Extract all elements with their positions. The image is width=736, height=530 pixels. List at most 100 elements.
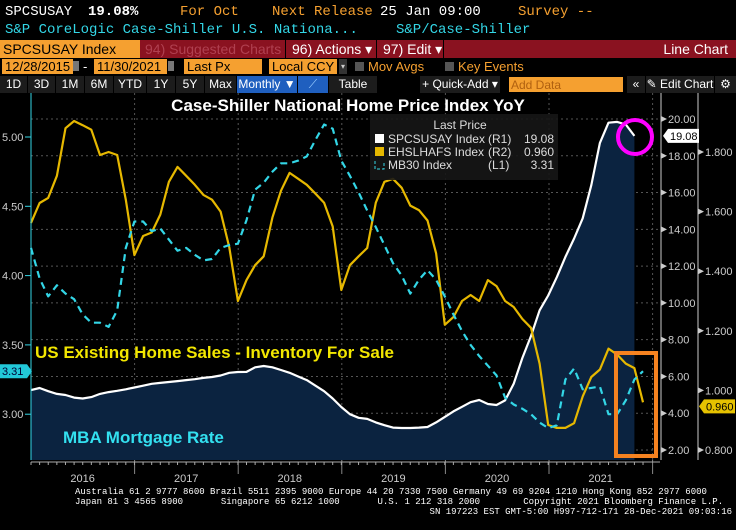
r1-tick-label: 4.00 xyxy=(668,408,689,420)
edit-chart-button[interactable]: ✎ Edit Chart xyxy=(646,76,715,93)
r1-tick xyxy=(661,299,667,306)
collapse-button[interactable]: « xyxy=(627,76,646,93)
frequency-select[interactable]: Monthly ▼ xyxy=(237,76,298,93)
mov-avgs-label: Mov Avgs xyxy=(368,59,425,74)
settings-gear-icon[interactable]: ⚙ xyxy=(715,76,736,93)
r1-tick xyxy=(661,336,667,343)
footer-line3: SN 197223 EST GMT-5:00 H997-712-171 28-D… xyxy=(429,507,732,517)
chevron-down-icon[interactable]: ▾ xyxy=(339,59,347,74)
period-6m-button[interactable]: 6M xyxy=(85,76,114,93)
r1-tick-label: 12.00 xyxy=(668,261,696,273)
r1-tick-label: 2.00 xyxy=(668,445,689,457)
annotation-inventory: US Existing Home Sales - Inventory For S… xyxy=(35,343,394,362)
r1-tick-label: 18.00 xyxy=(668,151,696,163)
source: S&P/Case-Shiller xyxy=(396,22,531,38)
legend-swatch xyxy=(374,161,385,170)
start-date-input[interactable]: 12/28/2015 xyxy=(2,59,73,74)
next-release-value: 25 Jan 09:00 xyxy=(380,4,481,20)
x-tick-label: 2018 xyxy=(278,473,302,485)
left-tick-label: 4.00 xyxy=(2,271,23,283)
legend-swatch xyxy=(375,147,384,156)
r2-tick xyxy=(698,149,704,155)
r2-last-tag xyxy=(699,399,735,414)
quick-add-button[interactable]: + Quick-Add ▾ xyxy=(420,76,501,93)
key-events-checkbox[interactable] xyxy=(445,62,454,71)
currency-select[interactable]: Local CCY xyxy=(269,59,337,74)
legend: Last Price SPCSUSAY Index (R1) 19.08 EHS… xyxy=(370,114,558,180)
last-value: 19.08% xyxy=(88,4,139,20)
r1-tick-label: 14.00 xyxy=(668,224,696,236)
r1-tick-label: 16.00 xyxy=(668,188,696,200)
period-1m-button[interactable]: 1M xyxy=(56,76,85,93)
r2-tick-label: 1.000 xyxy=(705,385,733,397)
highlight-rectangle xyxy=(614,351,658,458)
end-date-input[interactable]: 11/30/2021 xyxy=(94,59,167,74)
series-line-mb30 xyxy=(29,123,644,430)
x-tick-label: 2021 xyxy=(588,473,612,485)
description: S&P CoreLogic Case-Shiller U.S. Nationa.… xyxy=(5,22,358,38)
legend-last: 3.31 xyxy=(531,158,555,172)
r1-tick-label: 20.00 xyxy=(668,114,696,126)
chart: 2016 2017 2018 2019 2020 2021 5.00 4.50 4.00 3.50… xyxy=(0,93,735,485)
r1-last-tag xyxy=(663,128,699,143)
r1-tick-label: 8.00 xyxy=(668,335,689,347)
period-3d-button[interactable]: 3D xyxy=(28,76,56,93)
period-1y-button[interactable]: 1Y xyxy=(147,76,176,93)
footer-line1: Australia 61 2 9777 8600 Brazil 5511 239… xyxy=(75,487,707,497)
chart-type: Line Chart xyxy=(663,41,728,57)
r2-tick-label: 1.800 xyxy=(705,147,733,159)
period-1d-button[interactable]: 1D xyxy=(0,76,28,93)
r1-tick xyxy=(661,152,667,159)
ticker: SPCSUSAY xyxy=(5,4,73,20)
calendar-icon[interactable] xyxy=(168,61,174,71)
mov-avgs-checkbox[interactable] xyxy=(355,62,364,71)
legend-header: Last Price xyxy=(433,118,487,132)
legend-axis: (L1) xyxy=(488,158,509,172)
r1-tick xyxy=(661,447,667,454)
r1-tick xyxy=(661,373,667,380)
left-tick-label: 3.50 xyxy=(2,340,23,352)
r1-tick xyxy=(661,410,667,417)
highlight-circle xyxy=(616,118,654,156)
legend-entry: SPCSUSAY Index xyxy=(388,132,485,146)
menu-bar: SPCSUSAY Index 94) Suggested Charts 96) … xyxy=(0,40,736,58)
period-5y-button[interactable]: 5Y xyxy=(176,76,205,93)
legend-swatch xyxy=(375,134,384,143)
toolbar: 1D 3D 1M 6M YTD 1Y 5Y Max Monthly ▼ ⟋ Ta… xyxy=(0,76,736,93)
table-button[interactable]: Table xyxy=(329,76,378,93)
r2-tick xyxy=(698,387,704,394)
r1-last-tag-label: 19.08 xyxy=(670,131,698,143)
r2-tick-label: 1.400 xyxy=(705,266,733,278)
suggested-charts-button[interactable]: 94) Suggested Charts xyxy=(145,41,282,57)
period: For Oct xyxy=(180,4,239,20)
r2-tick xyxy=(698,327,704,334)
r1-tick-label: 6.00 xyxy=(668,371,689,383)
add-data-input[interactable]: Add Data xyxy=(508,76,624,93)
legend-last: 19.08 xyxy=(524,132,554,146)
line-chart-icon[interactable]: ⟋ xyxy=(298,76,329,93)
legend-axis: (R2) xyxy=(488,145,511,159)
period-max-button[interactable]: Max xyxy=(205,76,237,93)
series-line-spcsusay xyxy=(30,120,636,430)
period-ytd-button[interactable]: YTD xyxy=(114,76,147,93)
left-tick-label: 5.00 xyxy=(2,132,23,144)
next-release-label: Next Release xyxy=(272,4,373,20)
price-select[interactable]: Last Px xyxy=(184,59,262,74)
r2-tick xyxy=(698,268,704,275)
l1-last-tag-label: 3.31 xyxy=(2,366,23,378)
date-separator: - xyxy=(83,59,88,74)
r2-tick-label: 1.200 xyxy=(705,326,733,338)
x-tick-label: 2020 xyxy=(485,473,509,485)
calendar-icon[interactable] xyxy=(73,61,79,71)
actions-menu[interactable]: 96) Actions ▾ xyxy=(285,40,377,58)
r2-tick-label: 1.600 xyxy=(705,207,733,219)
r2-last-tag-label: 0.960 xyxy=(706,401,734,413)
edit-menu[interactable]: 97) Edit ▾ xyxy=(376,40,445,58)
r1-tick xyxy=(661,263,667,270)
legend-entry: MB30 Index xyxy=(388,158,452,172)
left-tick-label: 4.50 xyxy=(2,201,23,213)
r1-tick xyxy=(661,226,667,233)
security-field[interactable]: SPCSUSAY Index xyxy=(0,40,140,58)
legend-entry: EHSLHAFS Index xyxy=(388,145,484,159)
chart-title: Case-Shiller National Home Price Index Y… xyxy=(171,96,525,115)
